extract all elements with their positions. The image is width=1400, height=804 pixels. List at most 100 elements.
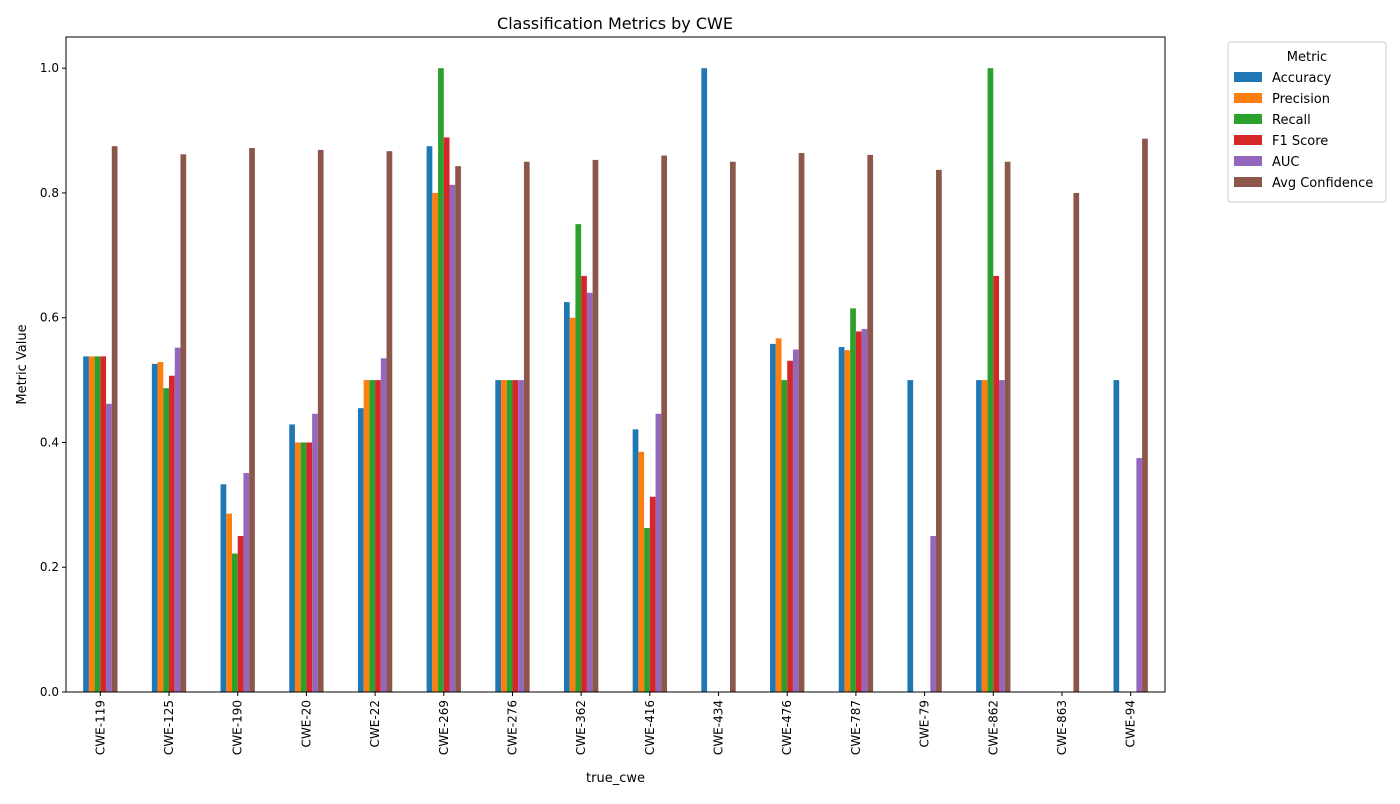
- bar-accuracy-cwe-362: [563, 302, 570, 692]
- bar-recall-cwe-862: [987, 68, 994, 692]
- chart-title: Classification Metrics by CWE: [497, 14, 733, 33]
- bar-accuracy-cwe-416: [632, 429, 639, 692]
- legend-label: Accuracy: [1272, 71, 1332, 86]
- bar-recall-cwe-416: [644, 527, 650, 692]
- bar-precision-cwe-787: [844, 350, 851, 692]
- bar-accuracy-cwe-22: [357, 408, 364, 692]
- legend-swatch: [1234, 177, 1262, 187]
- bar-recall-cwe-476: [781, 380, 788, 692]
- y-tick-label: 0.4: [40, 435, 59, 449]
- bar-f1-score-cwe-269: [443, 137, 450, 692]
- y-tick-label: 0.8: [40, 186, 59, 200]
- bar-avg-confidence-cwe-79: [936, 169, 942, 692]
- y-tick-label: 0.6: [40, 311, 59, 325]
- legend-label: Recall: [1272, 113, 1311, 128]
- bar-auc-cwe-476: [792, 349, 799, 692]
- bar-f1-score-cwe-22: [375, 380, 381, 692]
- bar-f1-score-cwe-125: [169, 375, 175, 692]
- bar-auc-cwe-125: [174, 347, 181, 692]
- x-tick-label: CWE-79: [918, 700, 932, 747]
- bar-accuracy-cwe-125: [151, 363, 158, 692]
- bar-recall-cwe-362: [575, 224, 582, 692]
- x-tick-label: CWE-362: [574, 700, 588, 755]
- bar-auc-cwe-787: [861, 328, 868, 692]
- legend-swatch: [1234, 156, 1262, 166]
- bar-avg-confidence-cwe-863: [1073, 192, 1080, 692]
- bar-avg-confidence-cwe-476: [798, 153, 805, 692]
- bar-f1-score-cwe-416: [649, 496, 656, 692]
- y-tick-label: 1.0: [40, 61, 59, 75]
- bar-auc-cwe-862: [999, 380, 1005, 692]
- y-tick-label: 0.0: [40, 685, 59, 699]
- x-tick-label: CWE-269: [437, 700, 451, 755]
- bar-accuracy-cwe-119: [83, 356, 89, 692]
- bar-accuracy-cwe-190: [220, 484, 227, 692]
- x-tick-label: CWE-862: [986, 700, 1000, 755]
- bar-accuracy-cwe-20: [289, 424, 295, 692]
- bar-avg-confidence-cwe-434: [729, 161, 736, 692]
- bars-group: [83, 68, 1148, 693]
- bar-auc-cwe-20: [312, 413, 318, 692]
- bar-recall-cwe-276: [506, 380, 513, 692]
- bar-f1-score-cwe-20: [306, 442, 313, 692]
- bar-auc-cwe-22: [380, 358, 387, 692]
- x-axis: CWE-119 CWE-125 CWE-190 CWE-20 CWE-22 CWE-269…: [93, 692, 1138, 755]
- legend-box: [1227, 41, 1387, 203]
- bar-avg-confidence-cwe-119: [111, 146, 118, 693]
- bar-avg-confidence-cwe-269: [455, 166, 461, 692]
- bar-f1-score-cwe-119: [100, 356, 107, 692]
- bar-avg-confidence-cwe-362: [592, 159, 599, 692]
- bar-recall-cwe-20: [300, 442, 307, 692]
- legend-label: F1 Score: [1272, 134, 1328, 149]
- x-axis-label: true_cwe: [586, 771, 645, 786]
- bar-avg-confidence-cwe-787: [867, 154, 874, 692]
- bar-accuracy-cwe-862: [976, 380, 982, 692]
- bar-avg-confidence-cwe-416: [661, 155, 668, 692]
- y-tick-label: 0.2: [40, 560, 59, 574]
- bar-accuracy-cwe-787: [838, 347, 845, 692]
- bar-auc-cwe-269: [449, 184, 456, 692]
- legend-swatch: [1234, 114, 1262, 124]
- x-tick-label: CWE-416: [643, 700, 657, 755]
- x-tick-label: CWE-276: [505, 700, 519, 755]
- bar-precision-cwe-22: [363, 380, 370, 692]
- bar-precision-cwe-190: [226, 513, 232, 692]
- bar-accuracy-cwe-79: [907, 380, 914, 692]
- plot-frame: [65, 36, 1166, 693]
- bar-auc-cwe-119: [106, 403, 112, 692]
- x-tick-label: CWE-863: [1055, 700, 1069, 755]
- bar-accuracy-cwe-476: [770, 343, 776, 692]
- bar-avg-confidence-cwe-20: [317, 149, 324, 692]
- bar-auc-cwe-190: [243, 473, 250, 692]
- bar-f1-score-cwe-476: [787, 360, 793, 692]
- bar-f1-score-cwe-862: [993, 275, 999, 692]
- bar-auc-cwe-362: [586, 292, 593, 692]
- bar-avg-confidence-cwe-190: [249, 148, 255, 693]
- bar-avg-confidence-cwe-276: [523, 161, 530, 692]
- bar-precision-cwe-119: [88, 356, 95, 692]
- legend-label: Avg Confidence: [1272, 176, 1373, 191]
- bar-precision-cwe-362: [569, 317, 576, 692]
- bar-recall-cwe-269: [438, 68, 444, 692]
- bar-recall-cwe-125: [163, 388, 170, 692]
- legend: Metric Accuracy Precision Recall F1 Score AUC…: [1227, 41, 1387, 203]
- bar-precision-cwe-862: [981, 380, 988, 692]
- x-tick-label: CWE-22: [368, 700, 382, 747]
- bar-accuracy-cwe-94: [1113, 380, 1120, 692]
- bar-auc-cwe-79: [930, 536, 937, 692]
- bar-precision-cwe-476: [775, 338, 782, 692]
- legend-title: Metric: [1287, 50, 1327, 65]
- legend-swatch: [1234, 135, 1262, 145]
- bar-recall-cwe-22: [369, 380, 376, 692]
- x-tick-label: CWE-190: [231, 700, 245, 755]
- x-tick-label: CWE-787: [849, 700, 863, 755]
- bar-f1-score-cwe-787: [855, 331, 862, 692]
- bar-precision-cwe-416: [638, 451, 645, 692]
- legend-label: Precision: [1272, 92, 1330, 107]
- bar-auc-cwe-94: [1136, 458, 1143, 692]
- y-axis-label: Metric Value: [15, 324, 30, 404]
- bar-avg-confidence-cwe-94: [1142, 138, 1148, 692]
- bar-accuracy-cwe-269: [426, 146, 433, 693]
- bar-auc-cwe-416: [655, 413, 662, 692]
